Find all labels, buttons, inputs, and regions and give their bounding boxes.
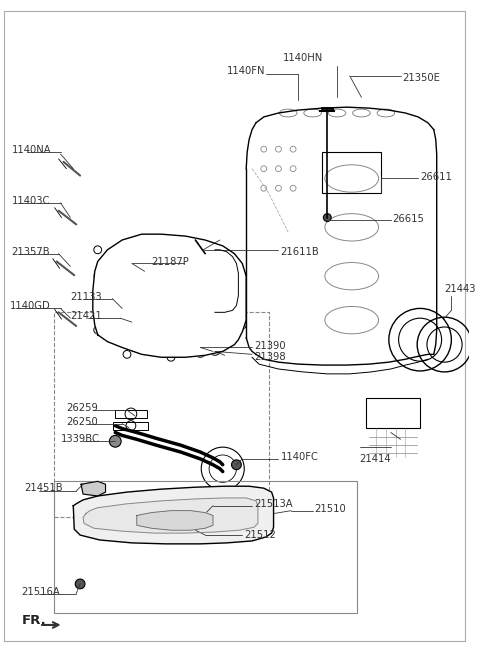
Text: 21398: 21398 <box>254 352 286 363</box>
Circle shape <box>109 436 121 447</box>
Text: 11403C: 11403C <box>12 196 50 206</box>
Text: 26250: 26250 <box>66 417 98 427</box>
Text: 21350E: 21350E <box>403 73 440 83</box>
Bar <box>115 410 146 418</box>
Polygon shape <box>81 481 106 496</box>
Circle shape <box>75 579 85 589</box>
Bar <box>323 152 381 193</box>
Bar <box>54 312 269 518</box>
Text: 1140NA: 1140NA <box>12 145 51 155</box>
Text: FR.: FR. <box>22 614 46 627</box>
Circle shape <box>200 511 210 520</box>
Polygon shape <box>93 234 246 357</box>
Text: 1140GD: 1140GD <box>10 301 50 312</box>
Circle shape <box>324 214 331 222</box>
Text: 1140HN: 1140HN <box>283 53 323 63</box>
Text: 21513A: 21513A <box>254 499 293 509</box>
Circle shape <box>231 460 241 469</box>
Text: 26611: 26611 <box>420 171 452 181</box>
Text: 21187P: 21187P <box>151 256 189 267</box>
Text: 21357B: 21357B <box>12 246 50 257</box>
Text: 1140FN: 1140FN <box>227 66 265 76</box>
Text: 26259: 26259 <box>66 403 98 413</box>
Text: 21512: 21512 <box>244 530 276 540</box>
Text: 21443: 21443 <box>444 284 476 294</box>
Bar <box>113 422 147 430</box>
Bar <box>366 398 420 428</box>
Polygon shape <box>83 498 258 533</box>
Text: 21414: 21414 <box>360 454 391 464</box>
Circle shape <box>191 526 200 535</box>
Text: 21133: 21133 <box>71 291 102 302</box>
Bar <box>54 481 357 614</box>
Polygon shape <box>137 511 213 530</box>
Text: 21421: 21421 <box>71 311 102 321</box>
Text: 1339BC: 1339BC <box>60 434 99 444</box>
Text: 26615: 26615 <box>393 214 425 224</box>
Text: 1140FC: 1140FC <box>280 452 318 462</box>
Polygon shape <box>73 486 274 544</box>
Text: 21451B: 21451B <box>24 483 63 493</box>
Text: 21510: 21510 <box>314 504 347 514</box>
Text: 21516A: 21516A <box>22 587 60 597</box>
Text: 21390: 21390 <box>254 340 286 351</box>
Text: 21611B: 21611B <box>280 246 319 257</box>
